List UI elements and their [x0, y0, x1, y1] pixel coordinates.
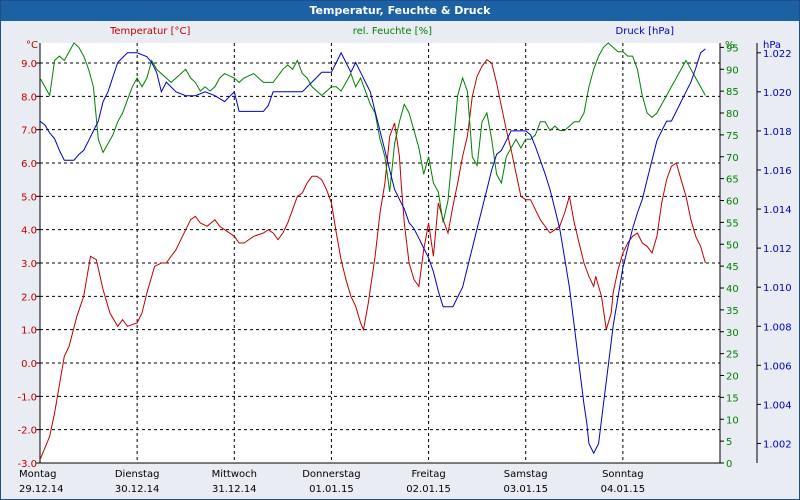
- humidity-tick-label: 55: [726, 218, 739, 229]
- x-date-label: 31.12.14: [212, 484, 257, 495]
- humidity-tick-label: 5: [726, 437, 732, 448]
- pressure-tick-label: 1.002: [763, 439, 792, 450]
- temp-tick-label: 3.0: [21, 259, 37, 270]
- humidity-tick-label: 65: [726, 175, 739, 186]
- humidity-tick-label: 90: [726, 65, 739, 76]
- humidity-tick-label: 75: [726, 131, 739, 142]
- humidity-tick-label: 50: [726, 240, 739, 251]
- temp-tick-label: 9.0: [21, 59, 37, 70]
- x-day-label: Sonntag: [602, 469, 644, 480]
- grid-lines: [40, 43, 720, 464]
- x-date-label: 04.01.15: [601, 484, 646, 495]
- temp-tick-label: -2.0: [17, 426, 37, 437]
- humidity-tick-label: 95: [726, 43, 739, 54]
- pressure-tick-label: 1.018: [763, 127, 792, 138]
- temp-unit-label: °C: [26, 40, 38, 51]
- axis-labels: -3.0 -2.0 -1.0 0.0 1.0 2.0 3.0 4.0 5.0 6.0 7.0 8.0 9…: [17, 26, 791, 495]
- x-day-label: Freitag: [411, 469, 445, 480]
- humidity-tick-label: 0: [726, 459, 732, 470]
- plot-area-background: [40, 43, 720, 463]
- temp-tick-label: 8.0: [21, 92, 37, 103]
- humidity-unit-label: %: [725, 40, 735, 51]
- x-date-label: 30.12.14: [115, 484, 160, 495]
- series-line-right1: [39, 42, 706, 223]
- pressure-tick-label: 1.012: [763, 244, 792, 255]
- x-date-label: 02.01.15: [406, 484, 451, 495]
- x-date-label: 29.12.14: [19, 484, 64, 495]
- humidity-tick-label: 60: [726, 197, 739, 208]
- humidity-tick-label: 20: [726, 372, 739, 383]
- x-day-label: Mittwoch: [212, 469, 257, 480]
- x-date-label: 01.01.15: [309, 484, 354, 495]
- x-day-label: Donnerstag: [302, 469, 360, 480]
- axes: [36, 43, 761, 464]
- humidity-tick-label: 45: [726, 262, 739, 273]
- window-title: Temperatur, Feuchte & Druck: [1, 1, 799, 21]
- humidity-tick-label: 35: [726, 306, 739, 317]
- x-day-label: Dienstag: [115, 469, 160, 480]
- legend-label: rel. Feuchte [%]: [353, 26, 432, 37]
- temp-tick-label: 6.0: [21, 159, 37, 170]
- legend-label: Temperatur [°C]: [109, 26, 190, 37]
- pressure-unit-label: hPa: [763, 40, 781, 51]
- temp-tick-label: 5.0: [21, 192, 37, 203]
- pressure-tick-label: 1.020: [763, 88, 792, 99]
- temp-tick-label: 7.0: [21, 126, 37, 137]
- pressure-tick-label: 1.010: [763, 283, 792, 294]
- pressure-tick-label: 1.014: [763, 205, 792, 216]
- pressure-tick-label: 1.022: [763, 49, 792, 60]
- temp-tick-label: 2.0: [21, 292, 37, 303]
- humidity-tick-label: 40: [726, 284, 739, 295]
- temp-tick-label: 0.0: [21, 359, 37, 370]
- humidity-tick-label: 30: [726, 328, 739, 339]
- temp-tick-label: 4.0: [21, 226, 37, 237]
- x-day-label: Samstag: [504, 469, 548, 480]
- humidity-tick-label: 70: [726, 153, 739, 164]
- pressure-tick-label: 1.016: [763, 166, 792, 177]
- temp-tick-label: -3.0: [17, 459, 37, 470]
- humidity-tick-label: 15: [726, 393, 739, 404]
- x-day-label: Montag: [19, 469, 56, 480]
- pressure-tick-label: 1.006: [763, 361, 792, 372]
- temp-tick-label: -1.0: [17, 392, 37, 403]
- humidity-tick-label: 10: [726, 415, 739, 426]
- pressure-tick-label: 1.004: [763, 400, 792, 411]
- temp-tick-label: 1.0: [21, 326, 37, 337]
- x-date-label: 03.01.15: [503, 484, 548, 495]
- humidity-tick-label: 80: [726, 109, 739, 120]
- series-line-left: [39, 59, 706, 460]
- legend-label: Druck [hPa]: [616, 26, 675, 37]
- humidity-tick-label: 85: [726, 87, 739, 98]
- series-lines: [39, 42, 706, 460]
- pressure-tick-label: 1.008: [763, 322, 792, 333]
- series-line-right2: [39, 48, 706, 455]
- humidity-tick-label: 25: [726, 350, 739, 361]
